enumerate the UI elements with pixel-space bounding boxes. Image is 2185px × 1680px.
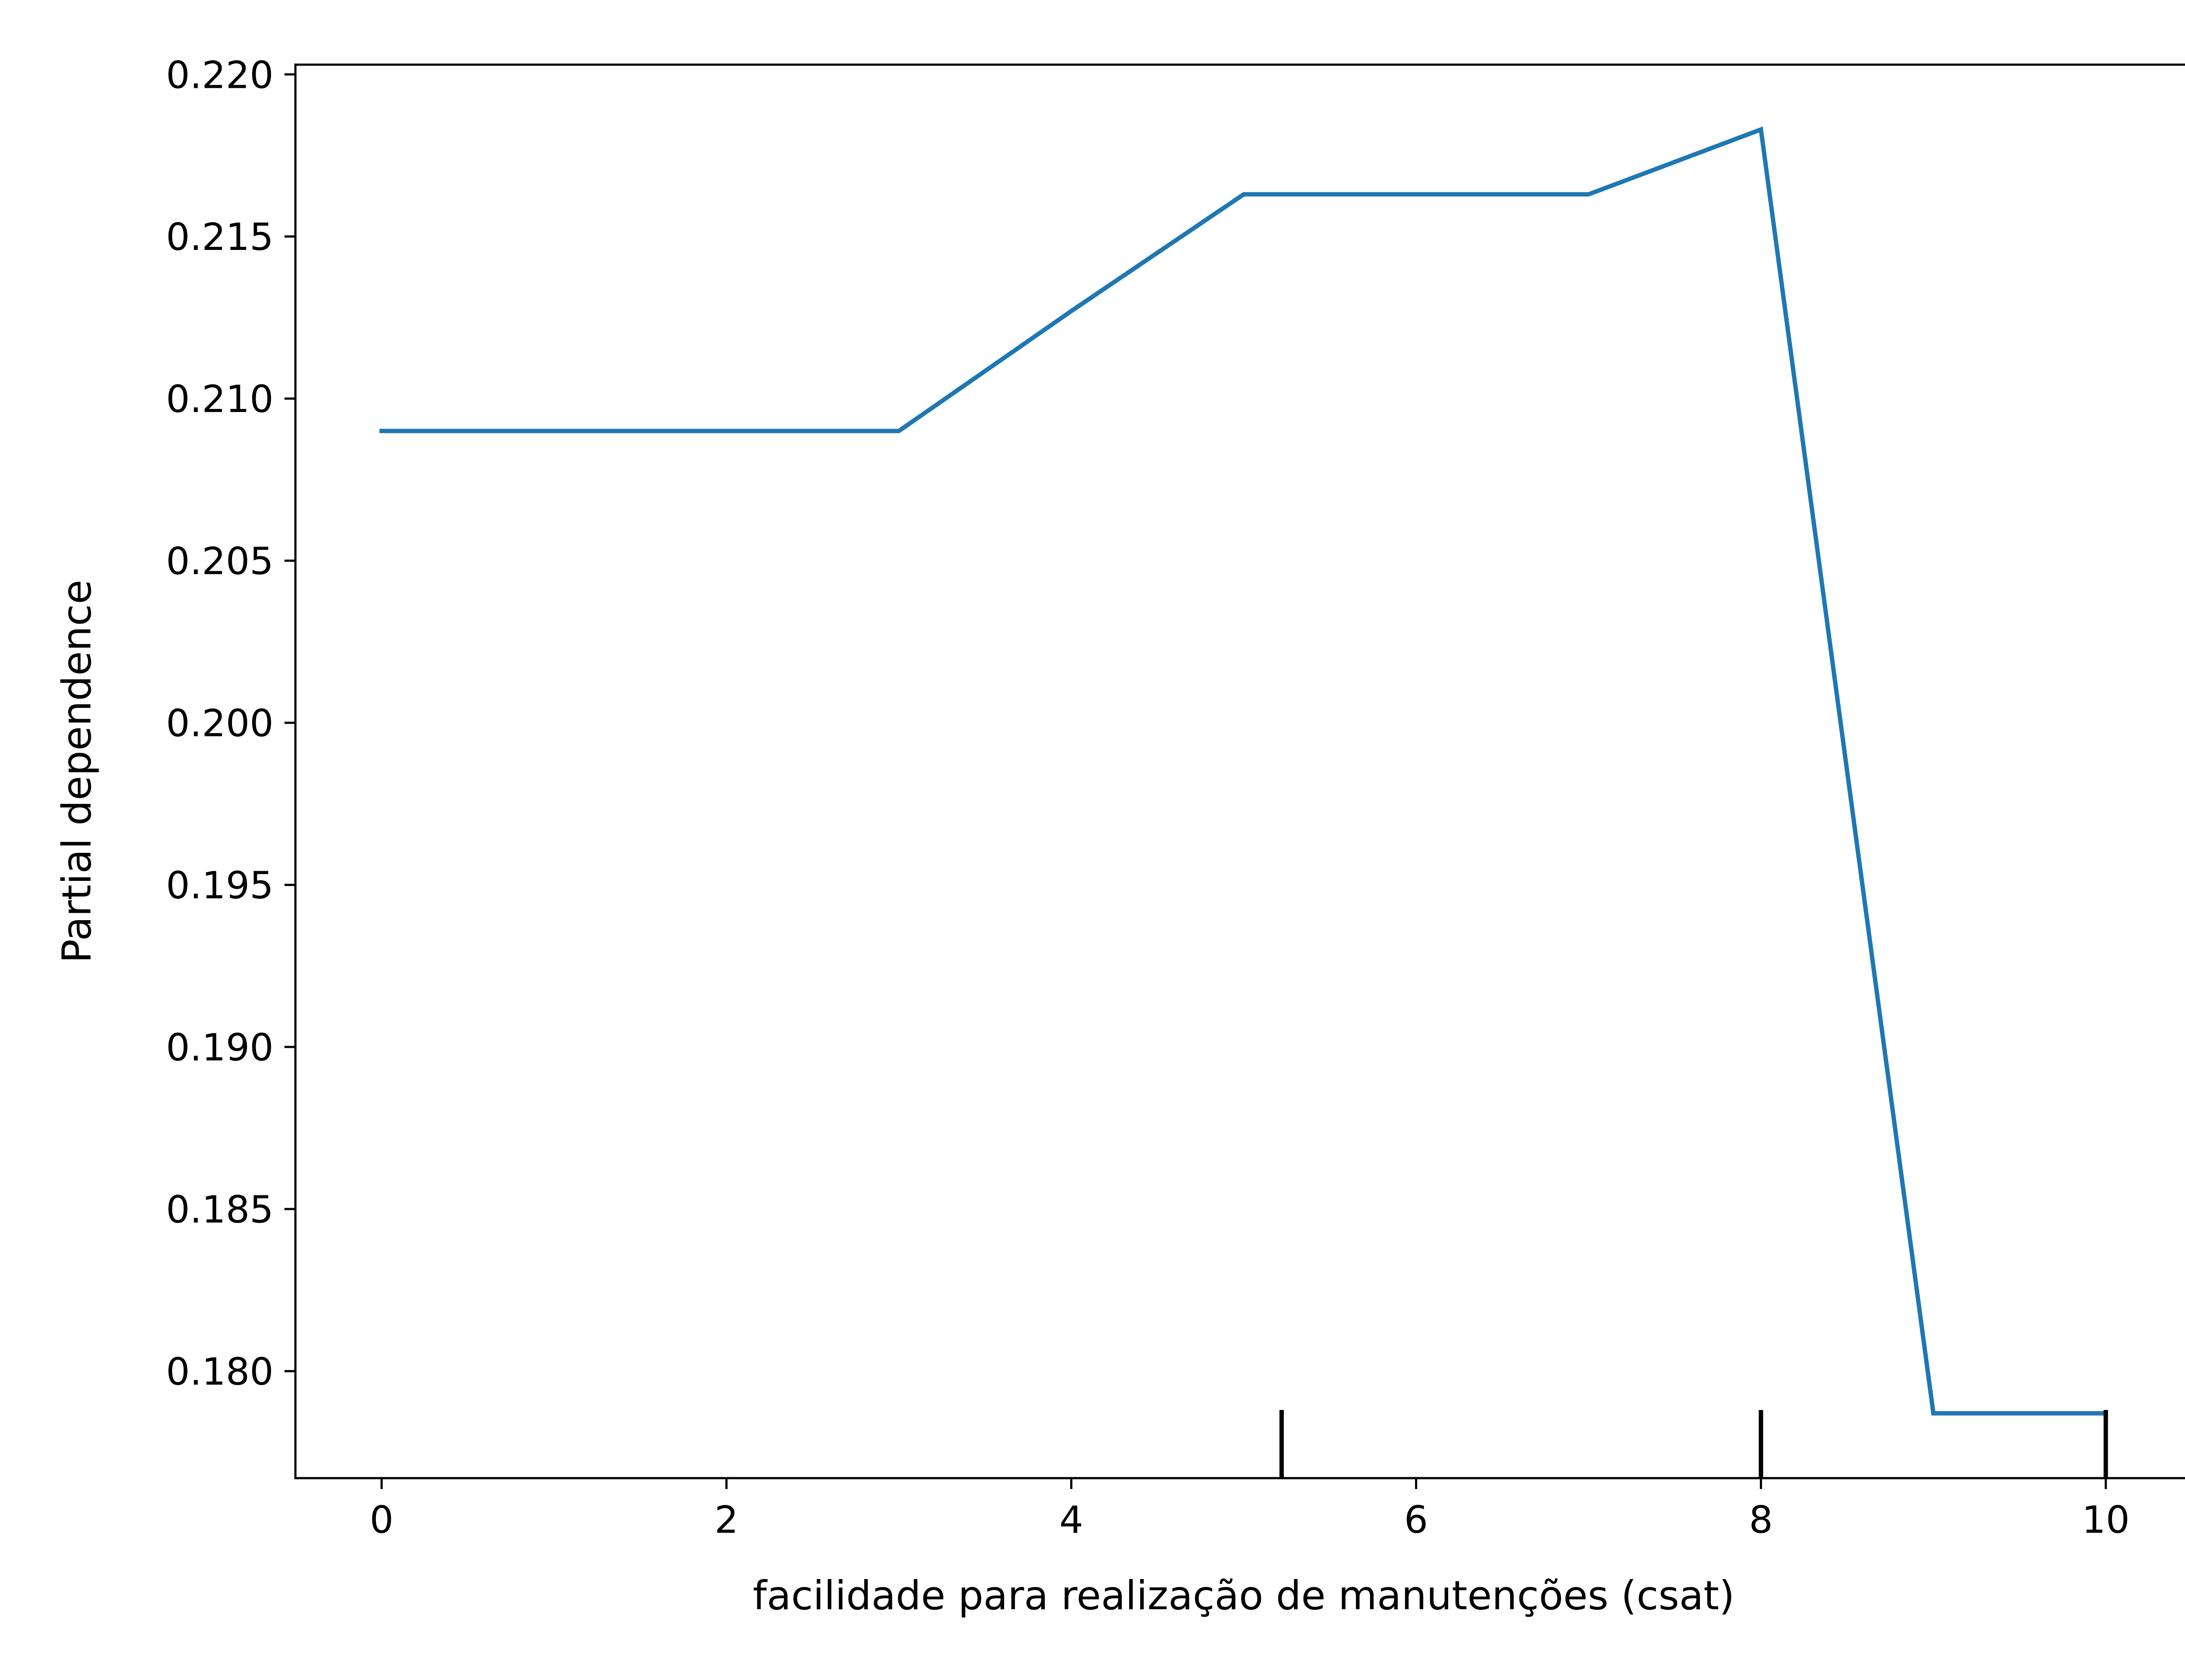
y-tick-label-0: 0.180 <box>166 1350 274 1394</box>
x-axis-label: facilidade para realização de manutençõe… <box>753 1573 1735 1619</box>
y-tick-label-2: 0.190 <box>166 1026 274 1070</box>
axes-frame <box>294 63 2185 1479</box>
x-tick-label-3: 6 <box>1404 1498 1428 1542</box>
plot-area: 0 2 4 6 8 10 0.180 0.185 0.190 0.195 0.200 0.205 0.2… <box>166 53 2185 1542</box>
x-tick-label-5: 10 <box>2082 1498 2130 1542</box>
x-tick-label-1: 2 <box>714 1498 739 1542</box>
y-tick-label-5: 0.205 <box>166 540 274 583</box>
series-line-0 <box>379 126 2108 1416</box>
y-tick-label-6: 0.210 <box>166 378 274 421</box>
y-tick-label-3: 0.195 <box>166 864 274 908</box>
y-tick-label-8: 0.220 <box>166 53 274 97</box>
x-tick-label-4: 8 <box>1749 1498 1773 1542</box>
y-tick-label-7: 0.215 <box>166 215 274 259</box>
y-axis-label: Partial dependence <box>54 580 100 963</box>
y-tick-label-4: 0.200 <box>166 702 274 745</box>
y-tick-label-1: 0.185 <box>166 1188 274 1232</box>
x-tick-label-0: 0 <box>370 1498 394 1542</box>
x-tick-label-2: 4 <box>1059 1498 1083 1542</box>
